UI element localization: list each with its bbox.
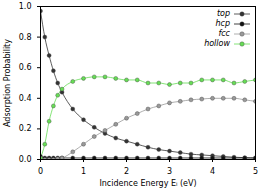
svg-text:4: 4 [210, 167, 215, 176]
svg-text:0.8: 0.8 [19, 33, 32, 42]
svg-text:2: 2 [124, 167, 129, 176]
html-text:fcc: fcc [218, 29, 230, 38]
svg-text:5: 5 [253, 167, 258, 176]
svg-text:1: 1 [81, 167, 86, 176]
svg-text:0.2: 0.2 [19, 124, 32, 133]
svg-text:Incidence Energy Eᵢ (eV): Incidence Energy Eᵢ (eV) [99, 179, 196, 188]
svg-text:0.0: 0.0 [19, 155, 32, 164]
svg-text:0.6: 0.6 [19, 63, 32, 72]
svg-text:3: 3 [167, 167, 172, 176]
html-text:hcp: hcp [215, 19, 230, 28]
html-text:hollow: hollow [204, 39, 230, 48]
svg-text:Adsorption Probability: Adsorption Probability [3, 39, 12, 127]
svg-text:0.4: 0.4 [19, 94, 32, 103]
svg-text:0: 0 [38, 167, 43, 176]
html-text:top: top [216, 9, 230, 18]
svg-text:1.0: 1.0 [19, 2, 32, 11]
